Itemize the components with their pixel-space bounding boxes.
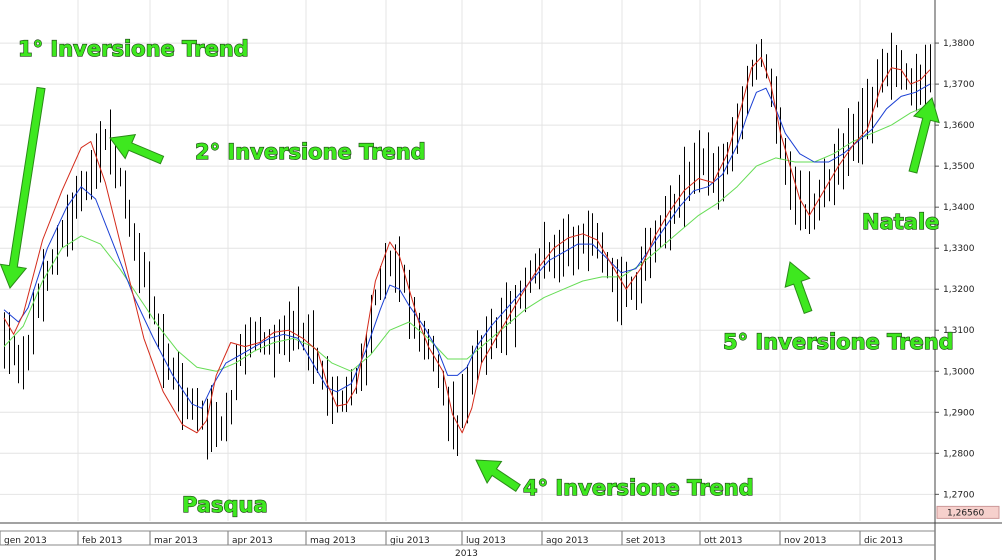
annotations-layer: 1° Inversione Trend 2° Inversione Trend Pa…: [0, 36, 954, 518]
y-tick-label: 1,3100: [943, 326, 975, 336]
annotation-natale: Natale: [862, 210, 939, 234]
x-tick-label: set 2013: [626, 536, 666, 546]
x-tick-label: nov 2013: [784, 536, 826, 546]
y-tick-label: 1,3700: [943, 80, 975, 90]
ma-fast-line: [3, 56, 931, 434]
x-tick-label: feb 2013: [82, 536, 122, 546]
annotation-inversione-5: 5° Inversione Trend: [723, 330, 954, 354]
x-tick-label: dic 2013: [864, 536, 903, 546]
x-tick-label: mag 2013: [310, 536, 356, 546]
x-tick-label: giu 2013: [390, 536, 430, 546]
arrow-5-icon: [784, 261, 813, 315]
x-tick-label: apr 2013: [232, 536, 273, 546]
y-tick-label: 1,3800: [943, 39, 975, 49]
current-price-box: [936, 505, 1000, 519]
annotation-pasqua: Pasqua: [182, 493, 268, 517]
current-price-label: 1,26560: [947, 508, 984, 518]
price-bars-layer: [4, 32, 931, 460]
y-tick-label: 1,3300: [943, 244, 975, 254]
x-tick-label: gen 2013: [4, 536, 47, 546]
annotation-inversione-2: 2° Inversione Trend: [195, 140, 426, 164]
ma-slow-line: [3, 104, 931, 372]
moving-averages-layer: [3, 56, 931, 434]
y-tick-label: 1,3200: [943, 285, 975, 295]
arrow-2-icon: [109, 133, 165, 165]
y-tick-label: 1,3000: [943, 367, 975, 377]
arrow-4-icon: [475, 459, 521, 492]
y-tick-label: 1,3600: [943, 121, 975, 131]
ma-mid-line: [3, 83, 931, 409]
arrow-1-icon: [0, 86, 46, 289]
x-axis-year-label: 2013: [455, 549, 478, 559]
x-tick-label: ago 2013: [546, 536, 589, 546]
y-tick-label: 1,2900: [943, 408, 975, 418]
y-tick-label: 1,3400: [943, 203, 975, 213]
arrow-natale-icon: [908, 97, 940, 174]
grid-layer: [0, 0, 935, 521]
x-tick-label: ott 2013: [704, 536, 742, 546]
annotation-inversione-4: 4° Inversione Trend: [523, 476, 754, 500]
x-tick-label: lug 2013: [466, 536, 506, 546]
y-tick-label: 1,2700: [943, 490, 975, 500]
y-tick-label: 1,3500: [943, 162, 975, 172]
annotation-inversione-1: 1° Inversione Trend: [18, 37, 249, 61]
y-tick-label: 1,2800: [943, 449, 975, 459]
x-tick-label: mar 2013: [154, 536, 198, 546]
